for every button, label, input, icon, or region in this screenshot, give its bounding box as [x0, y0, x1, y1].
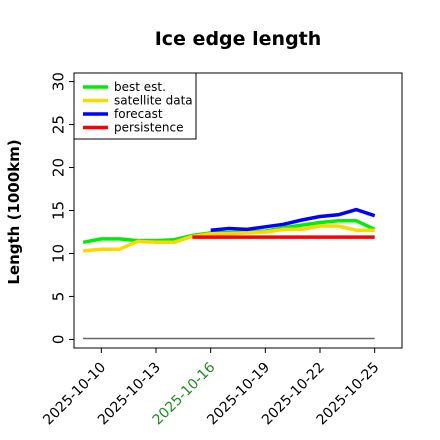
y-tick-label: 15	[49, 201, 67, 220]
chart-title: Ice edge length	[155, 28, 322, 50]
y-tick-label: 30	[49, 72, 67, 91]
plot-frame	[73, 72, 403, 349]
legend-label: forecast	[114, 107, 163, 121]
series-line-best-est-	[82, 219, 376, 245]
y-tick-label: 5	[49, 292, 67, 302]
legend-label: satellite data	[114, 94, 193, 108]
series-line-satellite-data	[82, 224, 375, 253]
plot-series	[82, 207, 376, 340]
y-tick-label: 25	[49, 115, 67, 134]
y-tick-label: 10	[49, 244, 67, 263]
legend: best est.satellite dataforecastpersisten…	[73, 72, 197, 140]
y-tick-label: 0	[49, 335, 67, 345]
y-tick-label: 20	[49, 158, 67, 177]
series-line-forecast	[210, 207, 376, 233]
y-axis-label: Length (1000km)	[5, 139, 23, 284]
legend-label: best est.	[114, 80, 166, 94]
legend-label: persistence	[114, 121, 183, 135]
